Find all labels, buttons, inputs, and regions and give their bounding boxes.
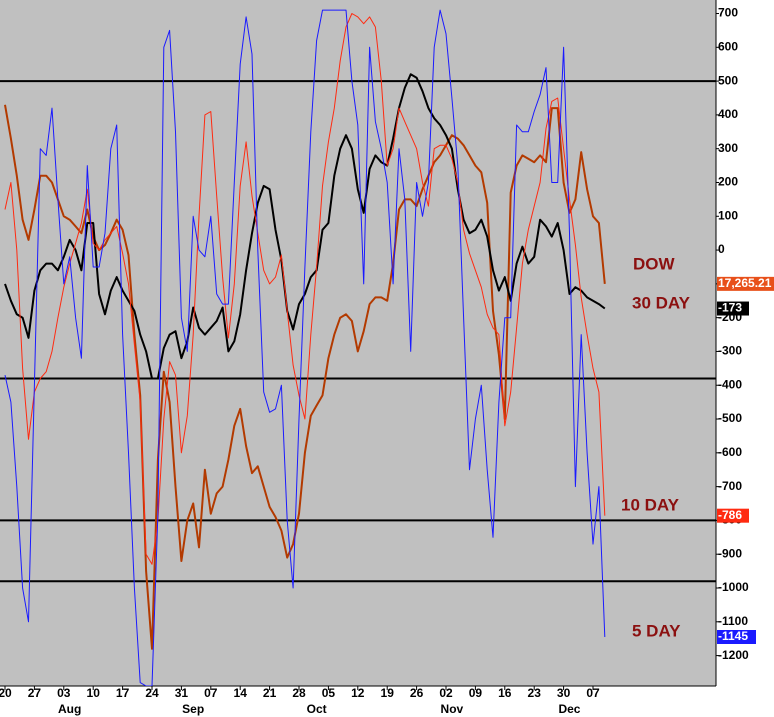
y-tick-label: -1000 (718, 580, 749, 594)
series-name: 5 DAY (632, 621, 681, 640)
x-tick-label: 17 (116, 686, 130, 700)
month-label: Oct (307, 702, 327, 716)
x-tick-label: 21 (263, 686, 277, 700)
end-label-box (717, 276, 774, 291)
series-line (4, 9, 606, 686)
y-tick-label: 100 (718, 208, 738, 222)
x-tick-label: 14 (234, 686, 248, 700)
y-tick-label: -1200 (718, 648, 749, 662)
month-label: Dec (558, 702, 580, 716)
y-tick-label: 0 (718, 242, 725, 256)
x-tick-label: 23 (528, 686, 542, 700)
x-tick-label: 07 (204, 686, 218, 700)
end-label: -786 (718, 508, 742, 522)
y-tick-label: -500 (718, 411, 742, 425)
y-tick-label: -600 (718, 445, 742, 459)
end-label: 17,265.21 (718, 276, 772, 290)
y-tick-label: 300 (718, 141, 738, 155)
end-label-box (717, 630, 756, 644)
y-tick-label: 700 (718, 6, 738, 20)
month-label: Nov (441, 702, 464, 716)
x-tick-label: 27 (28, 686, 42, 700)
end-label-box (717, 508, 749, 523)
month-label: Aug (58, 702, 81, 716)
x-tick-label: 02 (439, 686, 453, 700)
y-tick-label: 400 (718, 107, 738, 121)
series-line (4, 13, 606, 565)
x-tick-label: 28 (292, 686, 306, 700)
x-tick-label: 19 (381, 686, 395, 700)
x-tick-label: 09 (469, 686, 483, 700)
end-label: -173 (718, 301, 742, 315)
y-tick-label: 200 (718, 175, 738, 189)
x-tick-label: 26 (410, 686, 424, 700)
end-label: -1145 (718, 629, 748, 643)
series-name: DOW (633, 254, 676, 273)
y-tick-label: -900 (718, 546, 742, 560)
x-tick-label: 31 (175, 686, 189, 700)
x-tick-label: 30 (557, 686, 571, 700)
y-tick-label: 500 (718, 73, 738, 87)
x-tick-label: 03 (57, 686, 71, 700)
end-label-box (717, 301, 749, 316)
x-tick-label: 12 (351, 686, 365, 700)
y-tick-label: -1100 (718, 614, 748, 628)
y-tick-label: 600 (718, 39, 738, 53)
series-name: 10 DAY (621, 495, 680, 514)
plot (0, 9, 716, 686)
x-tick-label: 10 (87, 686, 101, 700)
series-line (4, 73, 606, 380)
x-tick-label: 20 (0, 686, 12, 700)
y-tick-label: -400 (718, 377, 742, 391)
x-tick-label: 16 (498, 686, 512, 700)
series-name: 30 DAY (632, 293, 691, 312)
plot-area (0, 0, 716, 686)
x-tick-label: 05 (322, 686, 336, 700)
y-tick-label: -300 (718, 344, 742, 358)
x-tick-label: 07 (586, 686, 600, 700)
x-tick-label: 24 (145, 686, 159, 700)
y-tick-label: -700 (718, 479, 742, 493)
month-label: Sep (182, 702, 204, 716)
